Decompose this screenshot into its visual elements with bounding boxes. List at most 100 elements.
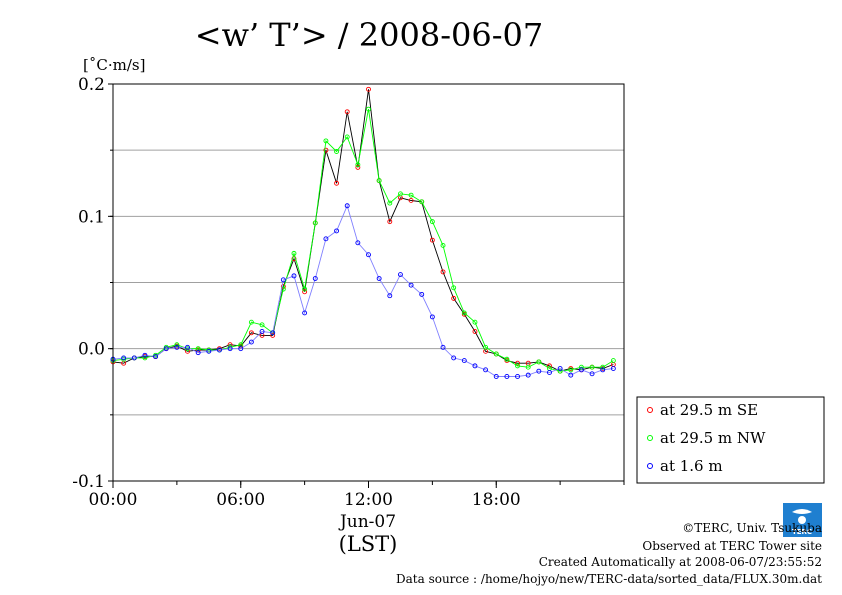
data-point: [472, 363, 478, 369]
data-point: [429, 314, 435, 320]
data-point: [227, 346, 233, 352]
data-point: [397, 272, 403, 278]
data-point: [504, 374, 510, 379]
plot-area: 0.2 0.1 0.0 -0.1 00:00 06:00 12:00 18:00: [72, 75, 625, 510]
data-point: [344, 109, 350, 115]
x-tick-label: 12:00: [344, 490, 393, 510]
data-point: [291, 250, 297, 256]
legend-label: at 29.5 m SE: [660, 401, 758, 419]
legend-label: at 1.6 m: [660, 457, 723, 475]
legend-marker: [647, 463, 653, 469]
data-point: [142, 352, 148, 358]
footer-created: Created Automatically at 2008-06-07/23:5…: [539, 555, 822, 569]
data-point: [344, 203, 350, 209]
data-point: [302, 310, 308, 316]
data-point: [515, 360, 520, 366]
data-point: [461, 358, 467, 364]
data-point: [323, 236, 329, 242]
data-point: [589, 364, 595, 370]
data-point: [440, 344, 446, 350]
data-point: [366, 252, 371, 258]
legend-label: at 29.5 m NW: [660, 429, 766, 447]
x-tick-label: 06:00: [216, 490, 265, 510]
data-point: [376, 178, 382, 184]
data-point: [451, 295, 457, 301]
data-point: [302, 286, 308, 292]
data-point: [291, 273, 297, 279]
data-point: [174, 342, 180, 348]
data-point: [270, 332, 276, 338]
data-point: [419, 291, 425, 297]
data-point: [174, 344, 180, 350]
data-point: [334, 180, 340, 186]
data-point: [483, 344, 489, 350]
data-point: [461, 310, 467, 316]
data-point: [334, 149, 340, 154]
data-point: [600, 364, 606, 370]
x-axis: 00:00 06:00 12:00 18:00: [89, 481, 625, 510]
legend-box: [636, 396, 825, 484]
data-point: [366, 106, 371, 112]
data-point: [578, 367, 584, 373]
footer-source: Data source : /home/hojyo/new/TERC-data/…: [396, 572, 822, 586]
data-point: [429, 237, 435, 243]
series-group: [110, 86, 616, 379]
data-point: [163, 346, 169, 352]
data-point: [515, 374, 520, 379]
chart-title: <w’ T’> / 2008-06-07: [195, 16, 544, 54]
y-tick-label: -0.1: [72, 472, 105, 492]
data-point: [121, 355, 127, 361]
data-point: [206, 348, 212, 354]
data-point: [312, 276, 318, 281]
x-axis-date-label: Jun-07: [338, 512, 396, 532]
y-tick-label: 0.2: [78, 75, 105, 95]
data-point: [312, 220, 318, 226]
data-point: [493, 374, 499, 379]
footer-site: Observed at TERC Tower site: [642, 539, 822, 553]
data-point: [429, 219, 435, 225]
data-point: [238, 346, 244, 352]
data-point: [451, 285, 457, 291]
data-point: [525, 364, 531, 370]
data-point: [259, 329, 265, 334]
data-point: [408, 282, 414, 288]
data-point: [185, 344, 190, 350]
y-unit-label: [˚C·m/s]: [83, 56, 145, 74]
data-point: [557, 368, 563, 374]
data-point: [408, 192, 414, 198]
data-point: [302, 289, 308, 295]
data-point: [483, 367, 489, 373]
logo-wave-shape: [792, 509, 812, 514]
data-point: [323, 147, 329, 153]
data-point: [142, 355, 148, 361]
data-point: [547, 370, 552, 375]
data-point: [536, 368, 542, 374]
data-point: [248, 319, 254, 325]
data-point: [440, 269, 446, 275]
data-point: [355, 240, 361, 246]
terc-logo: TERC: [783, 503, 822, 537]
data-point: [355, 162, 361, 168]
legend: at 29.5 m SE at 29.5 m NW at 1.6 m: [636, 396, 825, 484]
data-point: [525, 372, 531, 378]
series-2: [110, 203, 616, 379]
data-point: [248, 339, 254, 345]
data-point: [323, 138, 329, 144]
logo-drop-shape: [798, 516, 806, 524]
data-point: [366, 86, 371, 92]
data-point: [472, 319, 478, 325]
data-point: [419, 199, 425, 205]
data-point: [259, 322, 265, 328]
data-point: [451, 355, 457, 361]
x-axis-label: (LST): [339, 532, 398, 556]
data-point: [280, 277, 286, 283]
data-point: [493, 351, 499, 357]
data-point: [589, 371, 595, 377]
data-point: [515, 363, 520, 369]
data-point: [334, 228, 340, 234]
legend-marker: [647, 407, 653, 413]
x-tick-label: 00:00: [89, 490, 138, 510]
data-point: [408, 198, 414, 203]
data-point: [387, 200, 393, 206]
